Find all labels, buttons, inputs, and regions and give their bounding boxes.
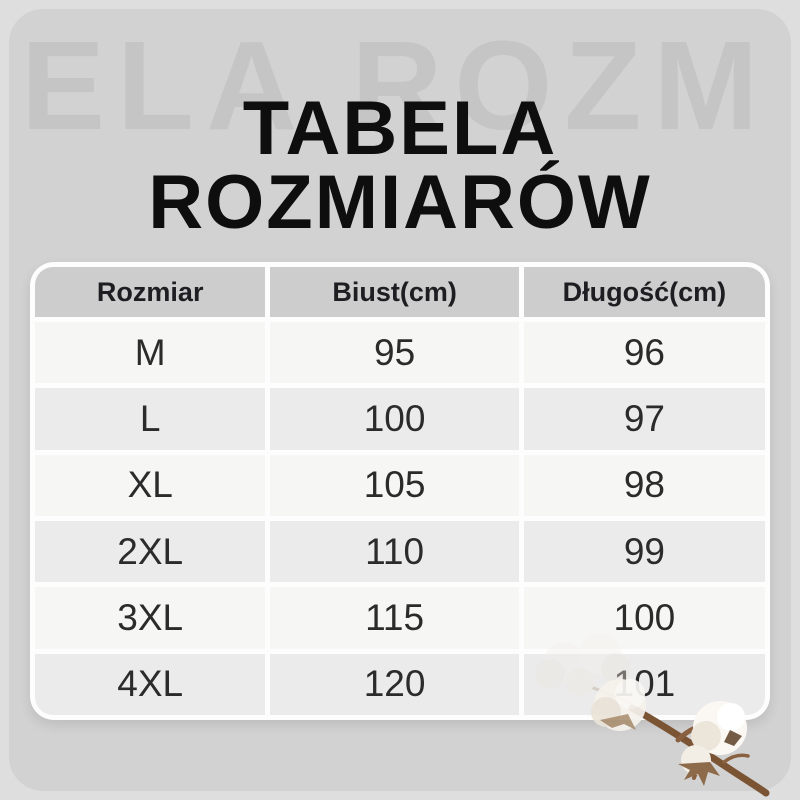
bust-cell: 110 [270, 520, 519, 583]
page-title: TABELA ROZMIARÓW [0, 86, 800, 245]
size-table-panel: Rozmiar Biust(cm) Długość(cm) M 95 96 L 100 9… [30, 262, 770, 720]
length-cell: 97 [523, 388, 765, 450]
header-row: Rozmiar Biust(cm) Długość(cm) [35, 267, 765, 317]
size-cell: 4XL [35, 653, 266, 715]
bust-cell: 95 [270, 322, 519, 384]
size-cell: 2XL [35, 520, 266, 583]
length-cell: 96 [523, 322, 765, 384]
size-table-body: M 95 96 L 100 97 XL 105 98 2XL 110 99 3XL 115 100 4XL 12… [35, 322, 765, 715]
length-cell: 101 [523, 653, 765, 715]
bust-cell: 120 [270, 653, 519, 715]
table-row: L 100 97 [35, 388, 765, 450]
page-title-line2: ROZMIARÓW [148, 160, 652, 245]
size-table: Rozmiar Biust(cm) Długość(cm) M 95 96 L 100 9… [30, 262, 770, 720]
bust-cell: 115 [270, 587, 519, 649]
table-row: 4XL 120 101 [35, 653, 765, 715]
length-cell: 99 [523, 520, 765, 583]
column-header-length: Długość(cm) [523, 267, 765, 317]
column-header-bust: Biust(cm) [270, 267, 519, 317]
size-table-header: Rozmiar Biust(cm) Długość(cm) [35, 267, 765, 317]
size-cell: L [35, 388, 266, 450]
size-cell: M [35, 322, 266, 384]
size-cell: 3XL [35, 587, 266, 649]
size-cell: XL [35, 454, 266, 516]
table-row: M 95 96 [35, 322, 765, 384]
column-header-size: Rozmiar [35, 267, 266, 317]
table-row: 3XL 115 100 [35, 587, 765, 649]
page-title-line1: TABELA [242, 86, 558, 171]
background-watermark-text: ELA ROZM [21, 15, 771, 156]
table-row: 2XL 110 99 [35, 520, 765, 583]
bust-cell: 105 [270, 454, 519, 516]
bust-cell: 100 [270, 388, 519, 450]
length-cell: 100 [523, 587, 765, 649]
length-cell: 98 [523, 454, 765, 516]
table-row: XL 105 98 [35, 454, 765, 516]
